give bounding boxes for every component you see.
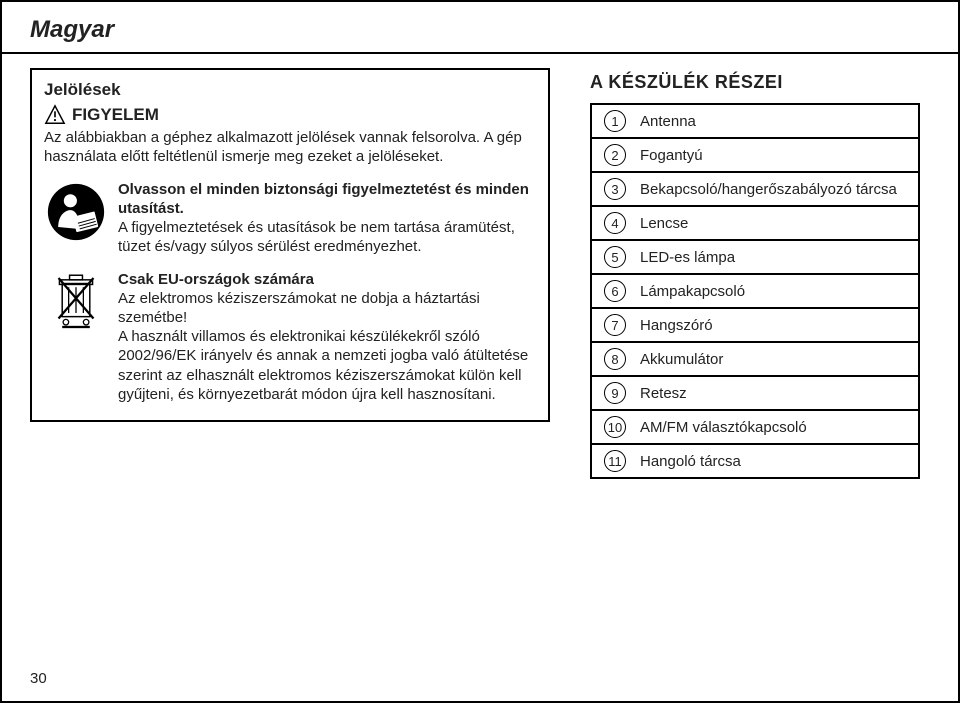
part-label: Bekapcsoló/hangerőszabályozó tárcsa xyxy=(640,181,897,198)
part-number-circle: 8 xyxy=(604,348,626,370)
part-label: Lámpakapcsoló xyxy=(640,283,745,300)
parts-row: 10 AM/FM választókapcsoló xyxy=(592,411,918,445)
weee-text: Csak EU-országok számára Az elektromos k… xyxy=(118,270,536,403)
warning-label: FIGYELEM xyxy=(72,105,159,125)
read-manual-rest: A figyelmeztetések és utasítások be nem … xyxy=(118,219,515,255)
header-rule xyxy=(2,52,958,54)
intro-paragraph: Az alábbiakban a géphez alkalmazott jelö… xyxy=(44,128,536,166)
parts-row: 1 Antenna xyxy=(592,105,918,139)
read-manual-icon xyxy=(44,180,108,256)
warning-row: FIGYELEM xyxy=(44,104,536,126)
part-label: Hangoló tárcsa xyxy=(640,453,741,470)
part-number-circle: 5 xyxy=(604,246,626,268)
read-manual-row: Olvasson el minden biztonsági figyelmezt… xyxy=(44,180,536,256)
part-label: Lencse xyxy=(640,215,688,232)
parts-title: A KÉSZÜLÉK RÉSZEI xyxy=(590,72,920,93)
symbols-box: Jelölések FIGYELEM Az alábbiakban a géph… xyxy=(30,68,550,422)
part-label: AM/FM választókapcsoló xyxy=(640,419,807,436)
part-label: Antenna xyxy=(640,113,696,130)
weee-rest: A használt villamos és elektronikai kész… xyxy=(118,328,528,402)
part-number-circle: 7 xyxy=(604,314,626,336)
warning-triangle-icon xyxy=(44,104,66,126)
right-column: A KÉSZÜLÉK RÉSZEI 1 Antenna 2 Fogantyú 3 Beka… xyxy=(590,68,920,479)
part-number-circle: 11 xyxy=(604,450,626,472)
weee-row: Csak EU-országok számára Az elektromos k… xyxy=(44,270,536,403)
weee-bold: Csak EU-országok számára xyxy=(118,271,314,288)
part-label: Retesz xyxy=(640,385,687,402)
language-header: Magyar xyxy=(2,2,958,52)
part-number-circle: 4 xyxy=(604,212,626,234)
parts-row: 11 Hangoló tárcsa xyxy=(592,445,918,477)
parts-row: 4 Lencse xyxy=(592,207,918,241)
parts-table: 1 Antenna 2 Fogantyú 3 Bekapcsoló/hangerőszab… xyxy=(590,103,920,479)
part-number-circle: 3 xyxy=(604,178,626,200)
page-number: 30 xyxy=(30,670,47,687)
part-label: LED-es lámpa xyxy=(640,249,735,266)
part-label: Akkumulátor xyxy=(640,351,723,368)
parts-row: 7 Hangszóró xyxy=(592,309,918,343)
left-column: Jelölések FIGYELEM Az alábbiakban a géph… xyxy=(30,68,550,479)
symbols-title: Jelölések xyxy=(44,80,536,100)
weee-bin-icon xyxy=(44,270,108,403)
parts-row: 3 Bekapcsoló/hangerőszabályozó tárcsa xyxy=(592,173,918,207)
part-number-circle: 9 xyxy=(604,382,626,404)
part-number-circle: 2 xyxy=(604,144,626,166)
parts-row: 5 LED-es lámpa xyxy=(592,241,918,275)
part-number-circle: 10 xyxy=(604,416,626,438)
read-manual-bold: Olvasson el minden biztonsági figyelmezt… xyxy=(118,181,529,217)
part-label: Fogantyú xyxy=(640,147,703,164)
manual-page: Magyar Jelölések FIGYELEM Az alábbiak xyxy=(0,0,960,703)
part-number-circle: 1 xyxy=(604,110,626,132)
parts-row: 9 Retesz xyxy=(592,377,918,411)
parts-row: 6 Lámpakapcsoló xyxy=(592,275,918,309)
weee-line2: Az elektromos kéziszerszámokat ne dobja … xyxy=(118,290,480,326)
content-columns: Jelölések FIGYELEM Az alábbiakban a géph… xyxy=(2,68,958,479)
part-number-circle: 6 xyxy=(604,280,626,302)
parts-row: 8 Akkumulátor xyxy=(592,343,918,377)
part-label: Hangszóró xyxy=(640,317,713,334)
parts-row: 2 Fogantyú xyxy=(592,139,918,173)
read-manual-text: Olvasson el minden biztonsági figyelmezt… xyxy=(118,180,536,256)
